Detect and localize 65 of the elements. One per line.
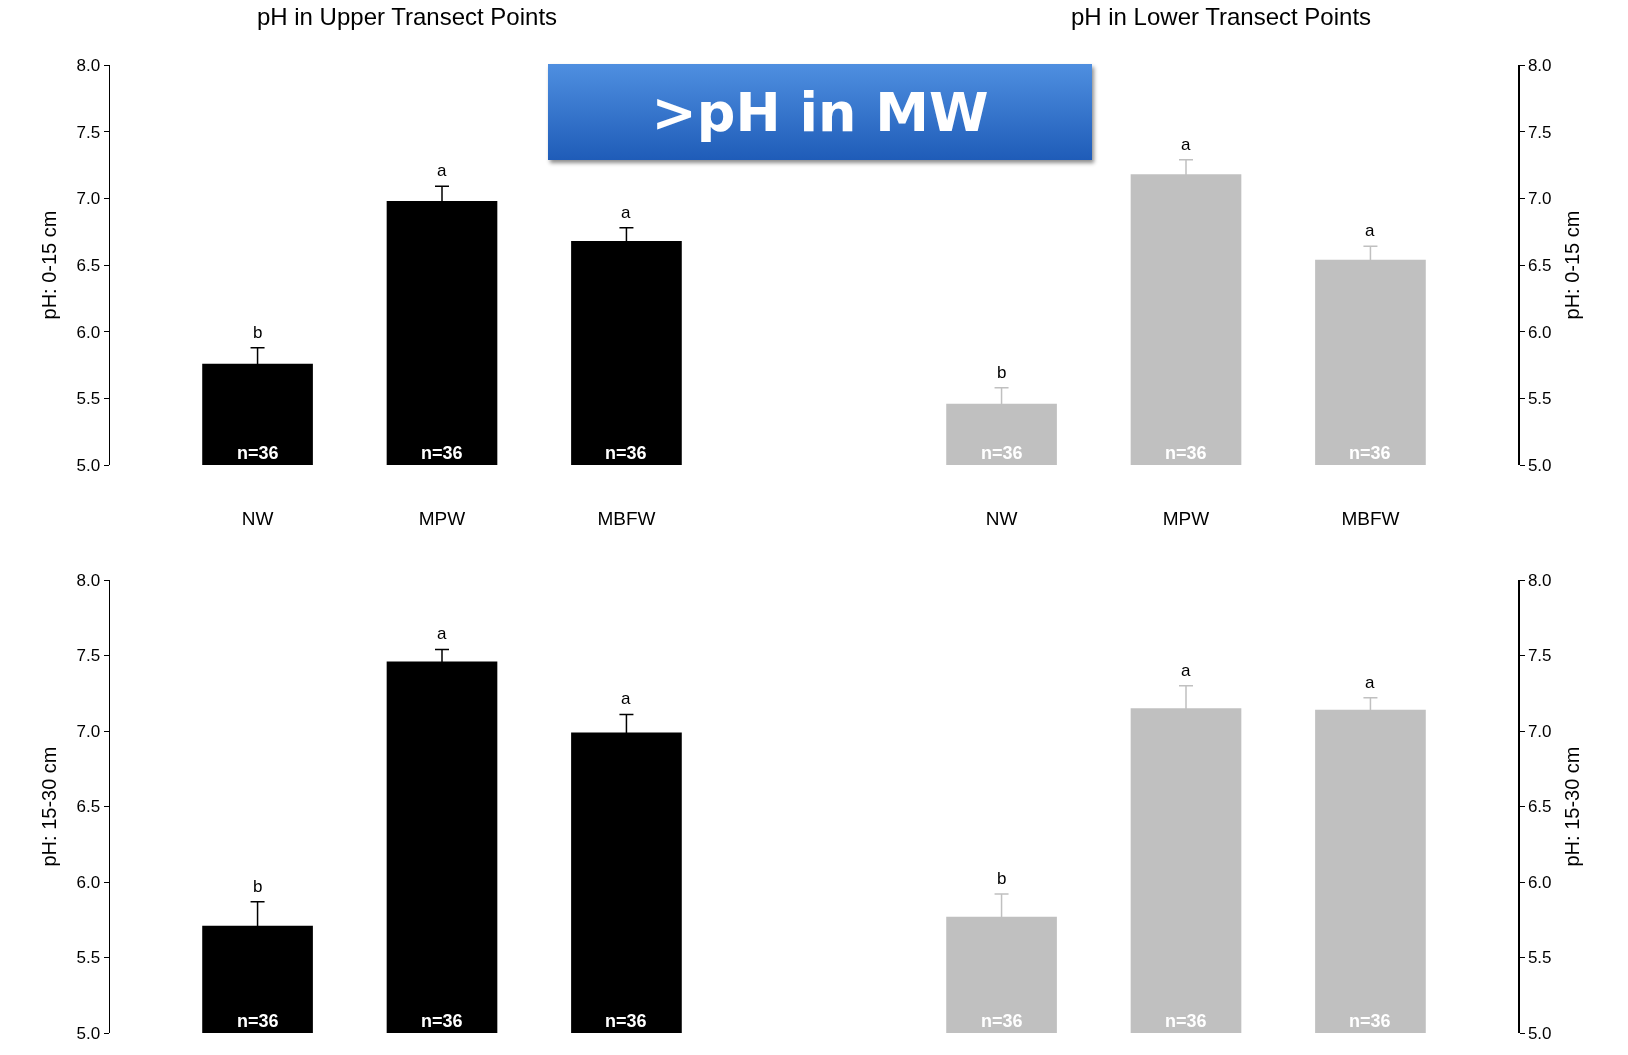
y-axis-title: pH: 15-30 cm bbox=[38, 746, 61, 867]
y-tick-label: 7.0 bbox=[1527, 189, 1552, 209]
y-tick-label: 6.5 bbox=[76, 255, 101, 275]
annotation: a bbox=[437, 624, 447, 643]
y-tick-label: 6.0 bbox=[76, 322, 101, 342]
y-tick-label: 6.5 bbox=[76, 797, 101, 817]
annotation: n=36 bbox=[421, 1011, 463, 1031]
x-tick-label: MPW bbox=[418, 508, 466, 529]
y-tick-label: 6.0 bbox=[76, 872, 101, 892]
y-tick-label: 5.5 bbox=[1527, 389, 1552, 409]
y-tick-label: 7.5 bbox=[1527, 646, 1552, 666]
y-tick-label: 5.5 bbox=[76, 948, 101, 968]
annotation: b bbox=[997, 363, 1007, 382]
y-tick-label: 7.5 bbox=[76, 122, 101, 142]
y-axis-title: pH: 0-15 cm bbox=[1560, 210, 1583, 320]
annotation: a bbox=[621, 689, 631, 708]
annotation: b bbox=[253, 877, 263, 896]
annotation: n=36 bbox=[605, 443, 647, 463]
x-tick-label: NW bbox=[985, 508, 1018, 529]
annotation: n=36 bbox=[421, 443, 463, 463]
annotation: a bbox=[1181, 135, 1191, 154]
y-tick-label: 6.5 bbox=[1527, 797, 1552, 817]
y-tick-label: 6.0 bbox=[1527, 322, 1552, 342]
y-tick-label: 7.5 bbox=[76, 646, 101, 666]
annotation: a bbox=[437, 161, 447, 180]
y-tick-label: 5.5 bbox=[1527, 948, 1552, 968]
chart-title: pH in Upper Transect Points bbox=[256, 2, 558, 30]
y-tick-label: 8.0 bbox=[76, 570, 101, 590]
annotation: b bbox=[253, 323, 263, 342]
y-tick-label: 5.0 bbox=[1527, 455, 1552, 475]
y-tick-label: 7.0 bbox=[1527, 721, 1552, 741]
annotation: n=36 bbox=[1165, 1011, 1207, 1031]
annotation: n=36 bbox=[237, 1011, 279, 1031]
y-tick-label: 7.0 bbox=[76, 721, 101, 741]
annotation: >pH in MW bbox=[548, 64, 1092, 160]
chart-title: pH in Lower Transect Points bbox=[1070, 2, 1372, 30]
y-tick-label: 5.0 bbox=[76, 455, 101, 475]
annotation: n=36 bbox=[1349, 1011, 1391, 1031]
x-tick-label: NW bbox=[241, 508, 274, 529]
annotation: a bbox=[1365, 673, 1375, 692]
y-tick-label: 8.0 bbox=[76, 55, 101, 75]
annotation: b bbox=[997, 869, 1007, 888]
annotation: a bbox=[1181, 661, 1191, 680]
annotation: n=36 bbox=[1349, 443, 1391, 463]
y-axis-title: pH: 0-15 cm bbox=[38, 210, 61, 320]
y-tick-label: 5.0 bbox=[76, 1023, 101, 1043]
annotation: a bbox=[1365, 221, 1375, 240]
annotation: n=36 bbox=[981, 443, 1023, 463]
x-tick-label: MPW bbox=[1162, 508, 1210, 529]
annotation: n=36 bbox=[605, 1011, 647, 1031]
y-tick-label: 6.5 bbox=[1527, 255, 1552, 275]
annotation: n=36 bbox=[981, 1011, 1023, 1031]
x-tick-label: MBFW bbox=[1341, 508, 1400, 529]
y-tick-label: 8.0 bbox=[1527, 570, 1552, 590]
annotation: n=36 bbox=[237, 443, 279, 463]
annotation: a bbox=[621, 203, 631, 222]
y-tick-label: 7.5 bbox=[1527, 122, 1552, 142]
y-axis-title: pH: 15-30 cm bbox=[1560, 746, 1583, 867]
y-tick-label: 5.5 bbox=[76, 389, 101, 409]
annotation: n=36 bbox=[1165, 443, 1207, 463]
y-tick-label: 5.0 bbox=[1527, 1023, 1552, 1043]
y-tick-label: 8.0 bbox=[1527, 55, 1552, 75]
y-tick-label: 7.0 bbox=[76, 189, 101, 209]
x-tick-label: MBFW bbox=[597, 508, 656, 529]
y-tick-label: 6.0 bbox=[1527, 872, 1552, 892]
